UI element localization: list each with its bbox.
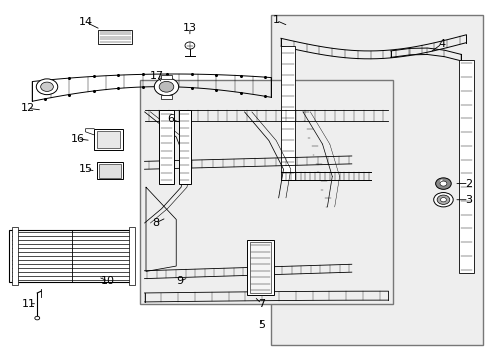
Bar	[98, 30, 132, 44]
Text: 17: 17	[149, 71, 163, 81]
Bar	[140, 80, 392, 304]
Circle shape	[41, 82, 53, 91]
Circle shape	[436, 195, 449, 204]
Bar	[99, 163, 121, 178]
Circle shape	[433, 193, 452, 207]
Text: 1: 1	[272, 15, 279, 26]
Circle shape	[36, 79, 58, 95]
Bar	[94, 129, 122, 149]
Text: 8: 8	[152, 218, 159, 228]
Text: 7: 7	[258, 299, 264, 309]
Bar	[159, 110, 173, 184]
Bar	[160, 95, 172, 99]
Bar	[160, 75, 172, 79]
Text: 16: 16	[71, 134, 84, 144]
Circle shape	[440, 198, 446, 202]
Text: 2: 2	[464, 179, 471, 189]
Bar	[271, 15, 483, 345]
Text: 14: 14	[79, 17, 93, 27]
Bar	[12, 227, 18, 285]
Text: 15: 15	[79, 164, 93, 174]
Text: 10: 10	[101, 276, 115, 286]
Bar	[97, 162, 122, 179]
Bar	[129, 227, 135, 285]
Circle shape	[435, 178, 450, 189]
Bar	[249, 242, 270, 293]
Circle shape	[439, 181, 446, 186]
Text: 13: 13	[183, 23, 197, 33]
Text: 12: 12	[20, 103, 35, 113]
Bar	[246, 240, 273, 296]
Text: 4: 4	[438, 39, 445, 49]
Text: 9: 9	[176, 276, 183, 286]
Bar	[458, 60, 473, 273]
Circle shape	[184, 42, 194, 49]
Text: 11: 11	[22, 299, 36, 309]
Bar	[178, 110, 190, 184]
Circle shape	[159, 81, 173, 92]
Bar	[9, 230, 134, 282]
Bar	[281, 45, 294, 180]
Text: 6: 6	[166, 114, 174, 124]
Bar	[97, 131, 120, 148]
Circle shape	[154, 78, 178, 96]
Text: 5: 5	[258, 320, 264, 330]
Text: 3: 3	[465, 195, 471, 205]
Circle shape	[35, 316, 40, 320]
